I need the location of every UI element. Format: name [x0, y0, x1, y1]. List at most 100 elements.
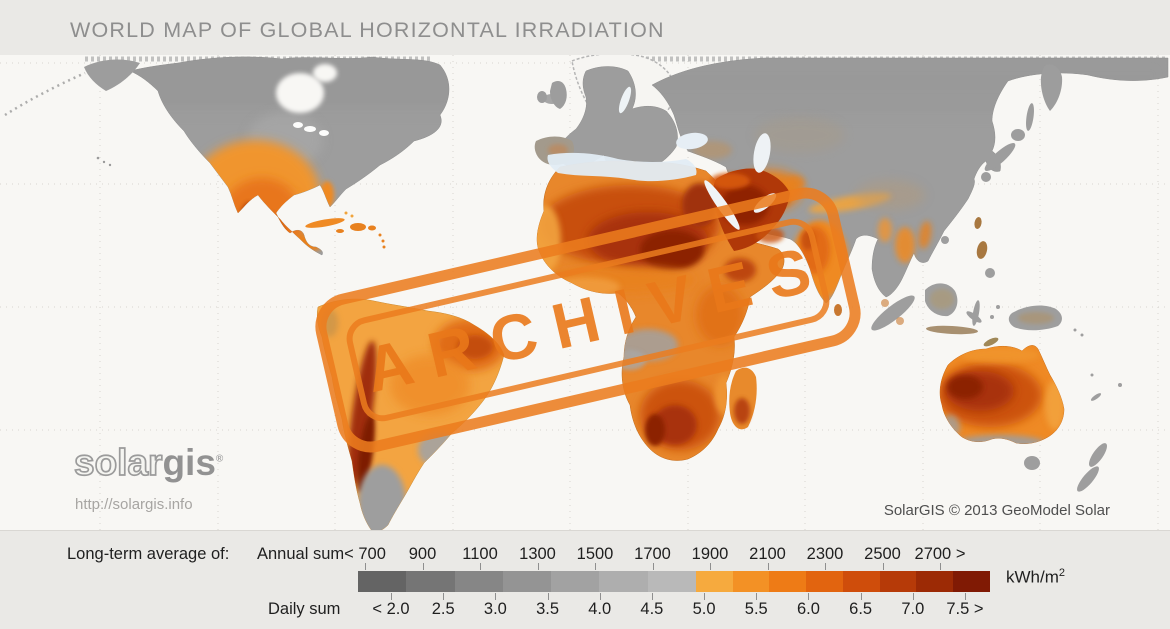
scale-tick	[882, 563, 884, 570]
scale-tick	[964, 593, 966, 600]
new-caledonia	[1090, 393, 1102, 401]
scale-tick	[365, 563, 366, 570]
stamp-letter: A	[358, 325, 420, 407]
scale-tick	[860, 593, 862, 600]
scale-tick	[704, 593, 706, 600]
sri-lanka	[834, 304, 842, 316]
black-sea	[676, 132, 708, 150]
stamp-letter: I	[607, 274, 642, 349]
annual-scale-value: 1700	[634, 545, 671, 563]
persian-gulf	[753, 193, 777, 213]
hawaii-islands	[96, 156, 112, 167]
colorbar-segment	[806, 571, 843, 592]
southeast-asia-islands	[834, 217, 1122, 401]
colorbar-segment	[953, 571, 990, 592]
scale-tick	[537, 563, 539, 570]
stamp-letter: C	[483, 296, 545, 378]
scale-tick	[710, 563, 711, 570]
daily-scale-value: 5.0	[692, 600, 716, 618]
new-zealand-north	[1088, 443, 1108, 467]
colorbar-segment	[454, 571, 503, 592]
caribbean-islands	[305, 211, 386, 249]
tasmania	[1024, 456, 1040, 470]
daily-scale-value: 4.0	[588, 600, 612, 618]
colorbar-segment	[879, 571, 917, 592]
sumatra	[871, 295, 915, 331]
daily-scale-value: < 2.0	[372, 600, 410, 618]
inland-seas	[547, 86, 777, 230]
scale-tick	[767, 563, 769, 570]
stamp-letter: H	[545, 282, 607, 364]
colorbar-segment	[732, 571, 770, 592]
taiwan	[974, 217, 982, 229]
colorbar-segment	[358, 571, 407, 592]
mediterranean-sea	[547, 152, 697, 182]
colorbar	[358, 571, 990, 592]
solargis-logo: solargis®	[73, 441, 224, 484]
colorbar-segment	[647, 571, 696, 592]
logo-outline-part: solar	[73, 441, 163, 484]
scale-tick	[756, 593, 758, 600]
colorbar-segment	[502, 571, 552, 592]
scale-tick	[480, 563, 481, 570]
scale-tick	[912, 593, 914, 600]
unit-label: kWh/m2	[1006, 567, 1066, 587]
copyright-text: SolarGIS © 2013 GeoModel Solar	[883, 502, 1110, 519]
scale-tick	[547, 593, 549, 600]
annual-scale-value: 2500	[864, 545, 901, 563]
scale-tick	[652, 563, 654, 570]
annual-scale-value: 900	[408, 545, 437, 563]
page-title: WORLD MAP OF GLOBAL HORIZONTAL IRRADIATI…	[70, 18, 665, 42]
annual-scale-value: 1300	[519, 545, 556, 563]
colorbar-segment	[769, 571, 807, 592]
logo-solid-part: gis	[162, 442, 216, 483]
colorbar-segment	[842, 571, 880, 592]
scale-tick	[825, 563, 826, 570]
annual-scale-value: 2100	[749, 545, 786, 563]
annual-sum-label: Annual sum	[257, 545, 345, 563]
philippines	[976, 241, 988, 259]
map-legend-divider	[0, 530, 1170, 531]
colorbar-segment	[551, 571, 600, 592]
daily-sum-label: Daily sum	[268, 600, 341, 618]
daily-scale-value: 7.5 >	[946, 600, 984, 618]
red-sea	[704, 180, 740, 230]
legend-prefix-label: Long-term average of:	[67, 545, 230, 563]
scale-tick	[422, 563, 424, 570]
daily-scale-value: 2.5	[431, 600, 455, 618]
daily-scale-value: 3.5	[536, 600, 559, 618]
colorbar-segment	[599, 571, 648, 592]
colorbar-segment	[916, 571, 954, 592]
colorbar-segment	[695, 571, 733, 592]
ireland	[537, 91, 547, 103]
baltic-sea	[618, 86, 632, 114]
stamp-letter: V	[641, 260, 700, 341]
colorbar-segment	[406, 571, 455, 592]
scale-tick	[443, 593, 445, 600]
caspian-sea	[753, 133, 771, 173]
great-britain	[550, 81, 567, 109]
annual-scale-value: 1100	[462, 545, 498, 563]
java	[926, 325, 978, 335]
aleutian-islands	[4, 71, 86, 117]
daily-scale-value: 7.0	[901, 600, 925, 618]
daily-scale-value: 6.0	[796, 600, 820, 618]
annual-scale-value: 1900	[691, 545, 729, 563]
annual-scale-value: 2300	[806, 545, 844, 563]
japan-and-kamchatka	[981, 64, 1063, 182]
timor	[983, 337, 999, 347]
logo-trademark: ®	[215, 453, 224, 465]
scale-tick	[940, 563, 941, 570]
scale-tick	[495, 593, 497, 600]
annual-scale-value: < 700	[344, 545, 386, 563]
scale-tick	[599, 593, 601, 600]
scale-tick	[595, 563, 596, 570]
scale-tick	[391, 593, 392, 600]
world-map	[0, 55, 1170, 530]
stamp-letter: E	[700, 247, 759, 328]
stamp-letter: R	[420, 311, 483, 392]
annual-scale-value: 1500	[576, 545, 614, 563]
daily-scale-value: 6.5	[849, 600, 873, 618]
website-url: http://solargis.info	[75, 496, 193, 513]
